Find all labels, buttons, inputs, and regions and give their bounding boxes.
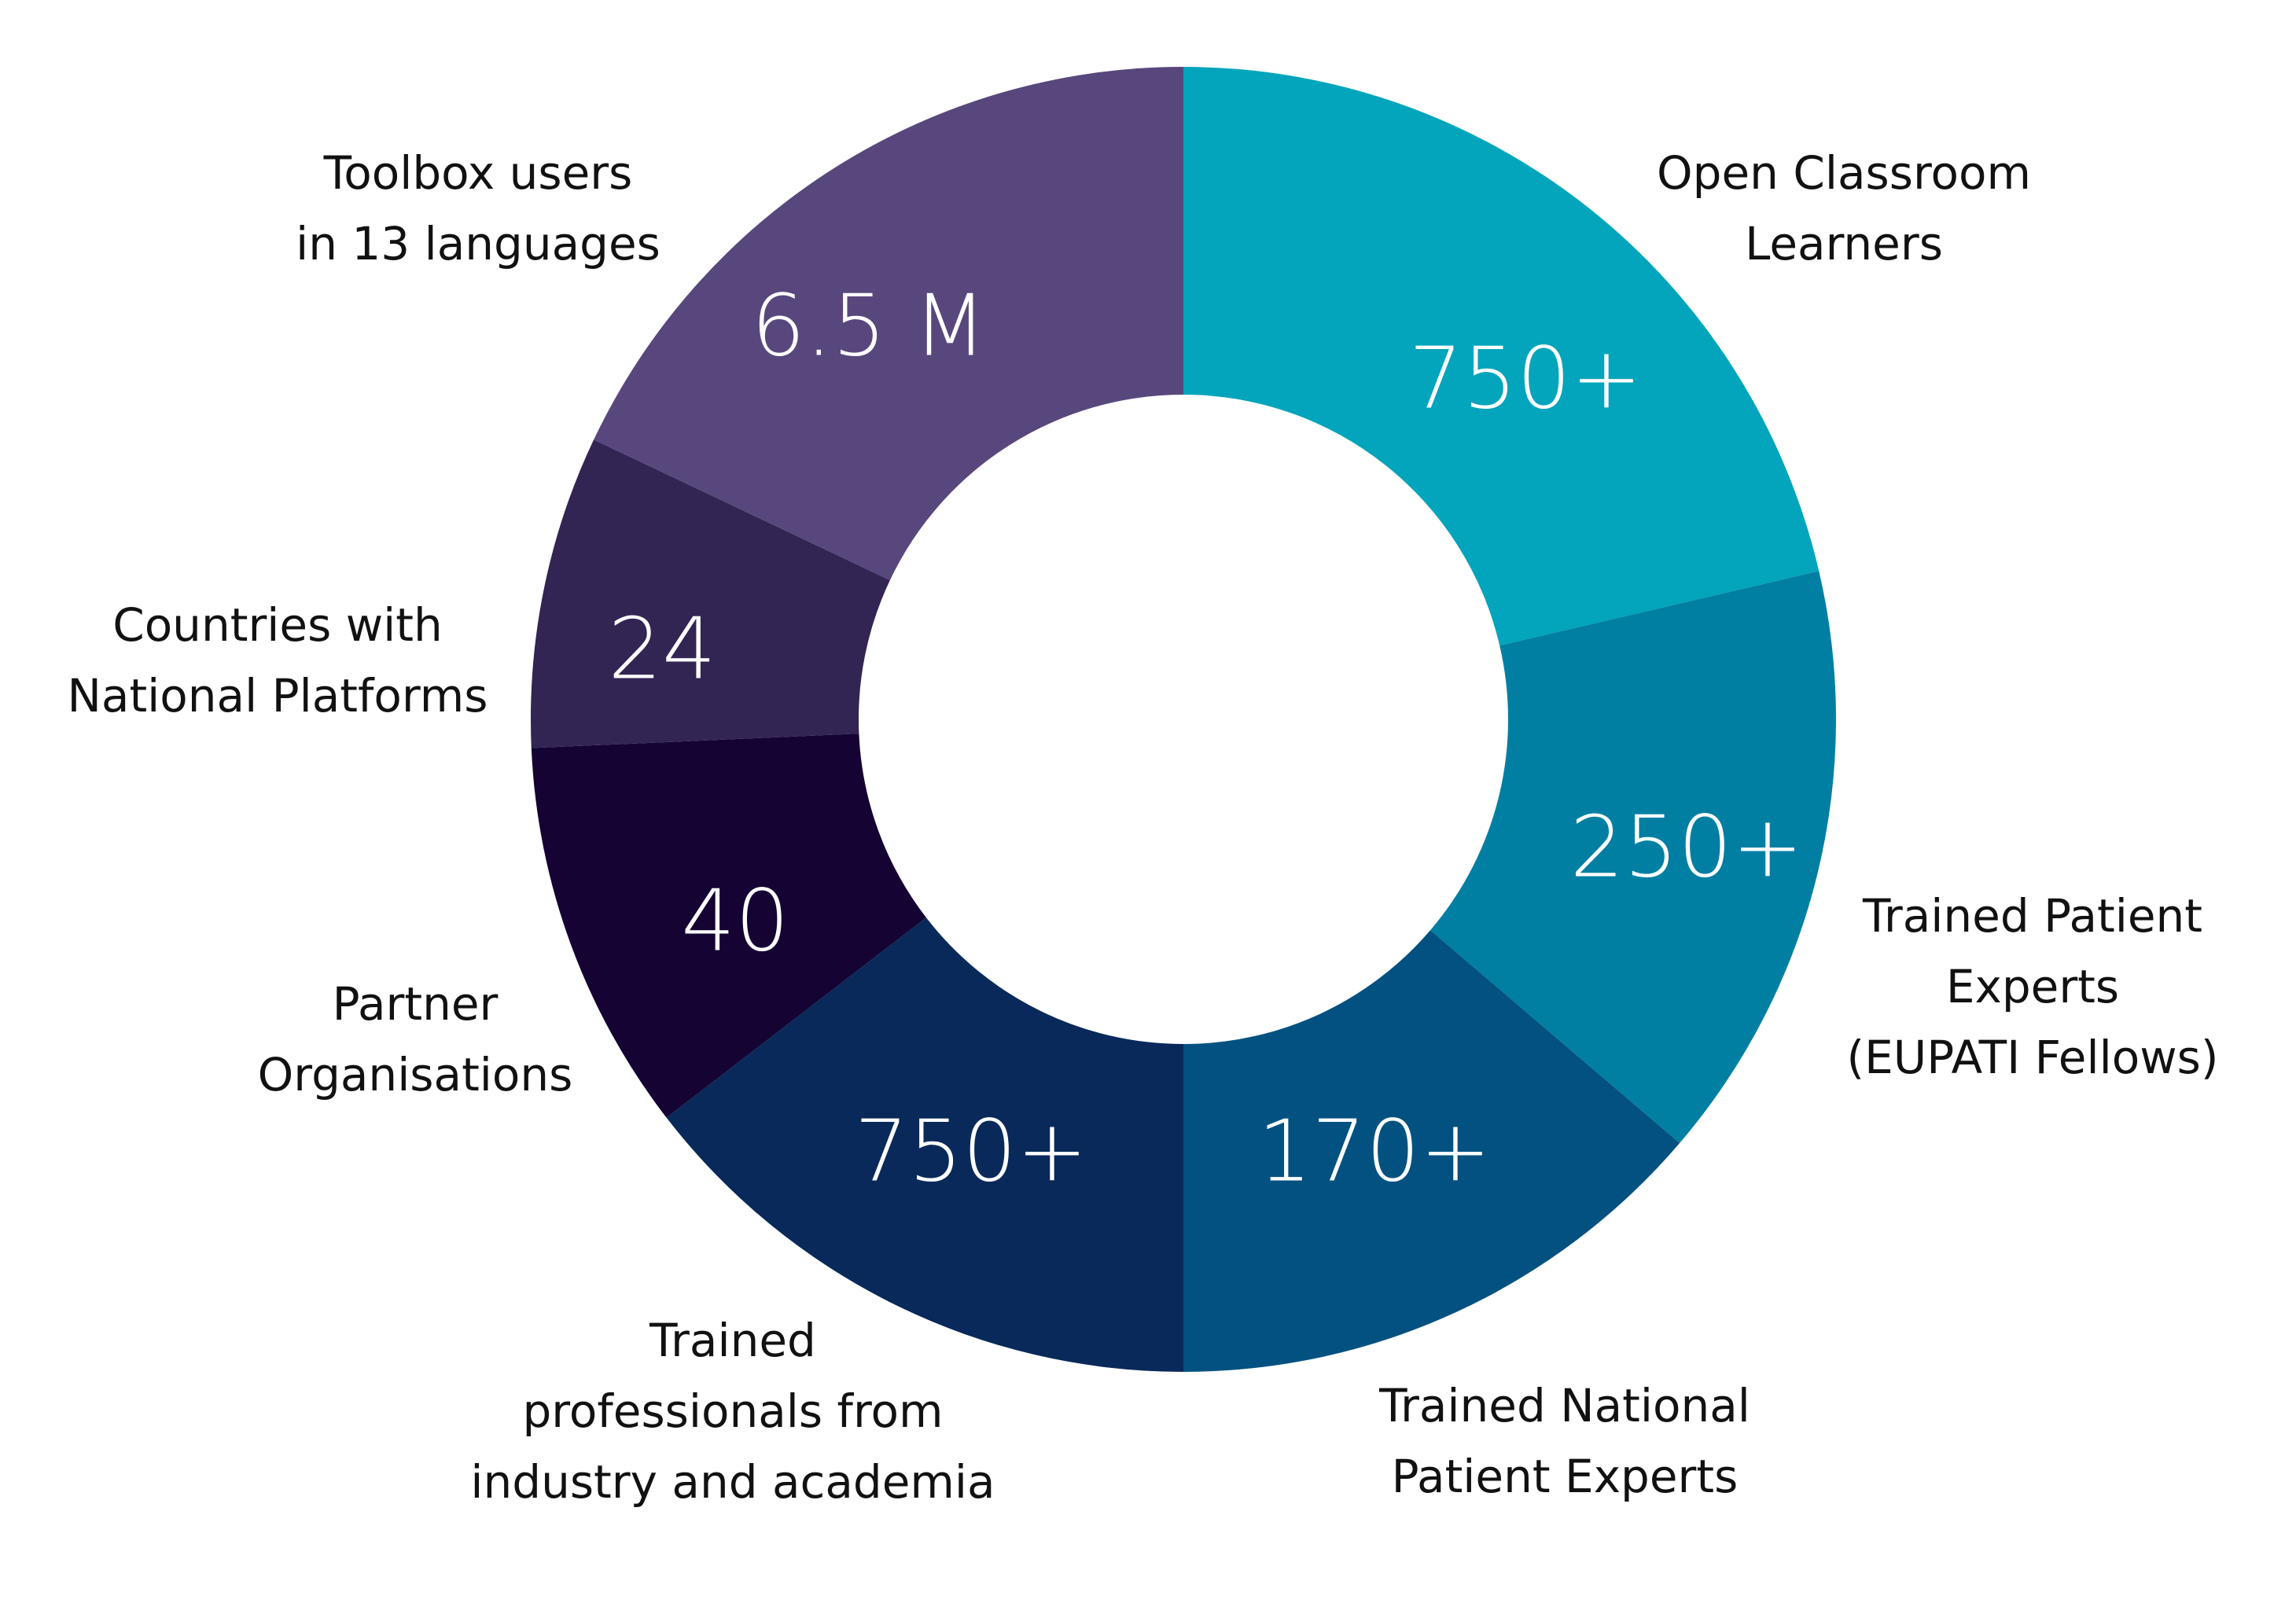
slice-value-label-0: 750+ — [1409, 330, 1643, 428]
slice-category-label-0-line-1: Learners — [1745, 217, 1943, 270]
slice-category-label-2-line-0: Trained National — [1378, 1379, 1750, 1432]
slice-category-label-0: Open Classroom Learners — [1657, 146, 2031, 270]
donut-slice-6 — [594, 67, 1183, 580]
slice-category-label-2-line-1: Patient Experts — [1392, 1450, 1739, 1503]
slice-category-label-4-line-0: Partner — [333, 977, 499, 1031]
donut-slice-0 — [1183, 67, 1820, 646]
slice-category-label-6-line-1: in 13 languages — [296, 217, 660, 270]
slice-category-label-4: Partner Organisations — [258, 977, 573, 1101]
slice-value-label-4: 40 — [681, 873, 789, 971]
slice-value-label-5: 24 — [608, 601, 716, 699]
slice-category-label-3: Trained professionals from industry and ac… — [470, 1314, 995, 1509]
slice-value-labels: 750+ 250+ 170+ 750+ 40 24 6.5 M — [608, 278, 1803, 1201]
slice-value-label-1: 250+ — [1570, 799, 1804, 897]
slice-category-label-3-line-0: Trained — [649, 1314, 816, 1367]
slice-category-label-3-line-1: professionals from — [522, 1384, 943, 1438]
donut-slices — [531, 67, 1837, 1372]
slice-category-label-0-line-0: Open Classroom — [1657, 146, 2031, 200]
slice-category-labels: Open Classroom Learners Trained Patient Exp… — [68, 146, 2219, 1509]
slice-category-label-5-line-1: National Platforms — [68, 669, 488, 722]
slice-category-label-5: Countries with National Platforms — [68, 598, 488, 722]
donut-slice-4 — [531, 733, 926, 1118]
slice-category-label-1: Trained Patient Experts (EUPATI Fellows) — [1846, 889, 2218, 1084]
slice-category-label-1-line-2: (EUPATI Fellows) — [1846, 1031, 2218, 1084]
donut-slice-1 — [1430, 571, 1837, 1144]
slice-category-label-3-line-2: industry and academia — [470, 1455, 995, 1509]
slice-category-label-1-line-0: Trained Patient — [1862, 889, 2202, 943]
donut-slice-5 — [531, 439, 890, 748]
slice-category-label-1-line-1: Experts — [1946, 960, 2119, 1013]
slice-value-label-6: 6.5 M — [751, 278, 986, 376]
slice-value-label-2: 170+ — [1258, 1103, 1492, 1201]
slice-value-label-3: 750+ — [855, 1103, 1088, 1201]
slice-category-label-2: Trained National Patient Experts — [1378, 1379, 1750, 1503]
slice-category-label-6: Toolbox users in 13 languages — [296, 146, 660, 270]
slice-category-label-5-line-0: Countries with — [112, 598, 443, 652]
slice-category-label-4-line-1: Organisations — [258, 1048, 573, 1101]
donut-slice-3 — [666, 917, 1183, 1372]
slice-category-label-6-line-0: Toolbox users — [323, 146, 633, 200]
donut-slice-2 — [1183, 930, 1680, 1372]
